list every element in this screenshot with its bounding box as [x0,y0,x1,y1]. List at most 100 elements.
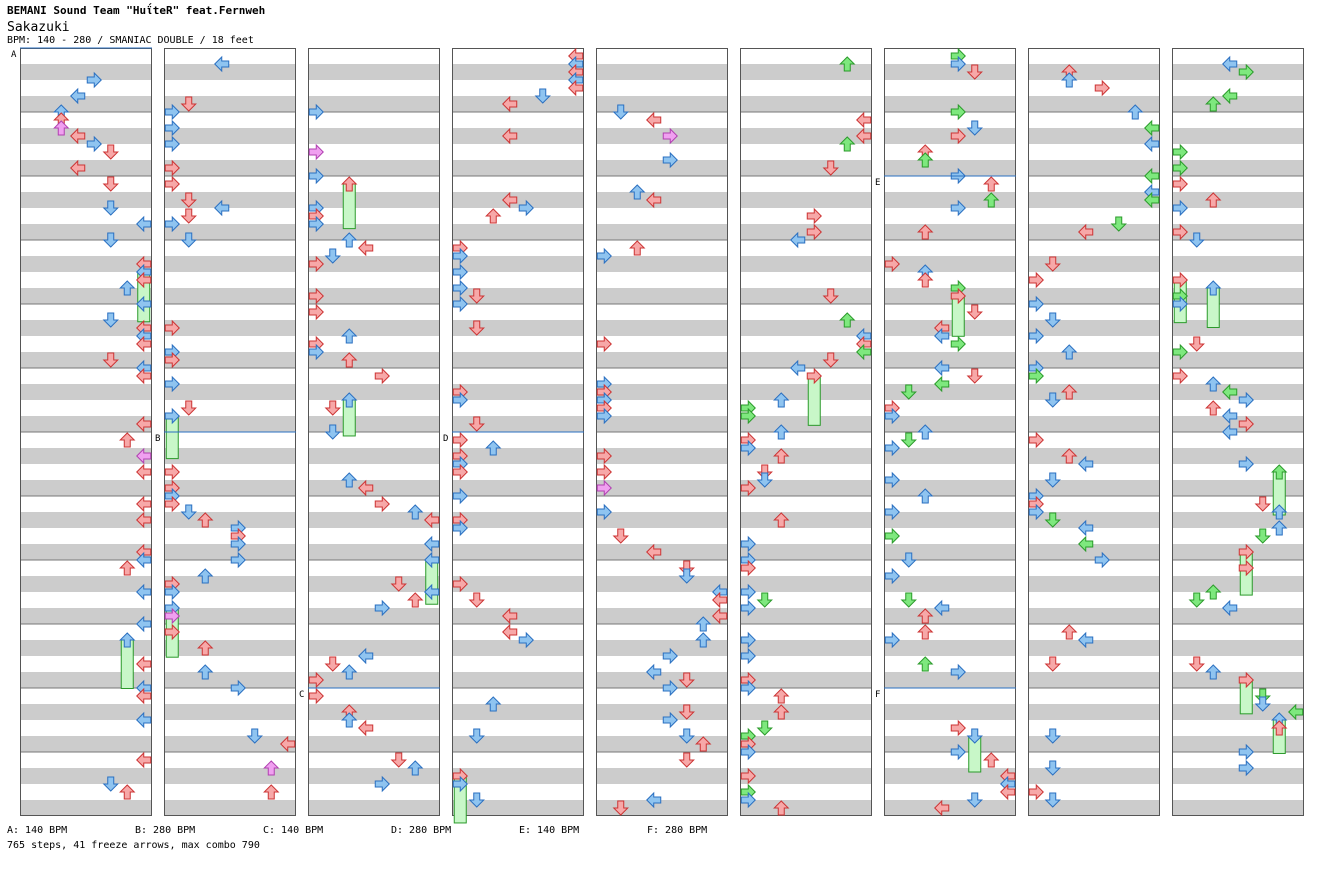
beat-stripe [740,704,872,720]
beat-stripe [308,512,440,528]
step-arrow [119,432,136,448]
step-arrow [197,640,214,656]
step-arrow [452,775,468,793]
step-arrow [308,255,324,273]
step-arrow [341,328,358,344]
step-arrow [280,735,296,753]
beat-stripe [308,96,440,112]
beat-stripe [1028,448,1160,464]
beat-stripe [1172,736,1304,752]
step-arrow [695,616,712,632]
beat-stripe [1172,320,1304,336]
step-arrow [773,800,790,816]
step-arrow [966,368,983,384]
step-arrow [308,343,324,361]
beat-stripe [596,192,728,208]
beat-stripe [884,576,1016,592]
step-arrow [341,712,358,728]
step-arrow [900,552,917,568]
chart-column-6 [740,48,872,816]
step-arrow [485,208,502,224]
step-arrow [568,79,584,97]
step-arrow [806,367,822,385]
step-arrow [136,463,152,481]
step-arrow [230,551,246,569]
beat-stripe [164,416,296,432]
step-arrow [1222,407,1238,425]
step-arrow [1288,703,1304,721]
step-arrow [119,560,136,576]
step-arrow [324,424,341,440]
beat-stripe [1028,96,1160,112]
beat-stripe [20,608,152,624]
step-arrow [341,232,358,248]
beat-stripe [740,64,872,80]
chart-notes [53,47,1304,824]
beat-stripe [164,384,296,400]
step-arrow [1188,232,1205,248]
step-arrow [214,55,230,73]
beat-stripe [1028,736,1160,752]
step-arrow [1205,400,1222,416]
step-arrow [136,655,152,673]
beat-stripe [596,384,728,400]
beat-stripe [884,384,1016,400]
step-arrow [1044,512,1061,528]
step-arrow [374,367,390,385]
beat-stripe [740,128,872,144]
step-arrow [102,232,119,248]
beat-stripe [1028,512,1160,528]
beat-stripe [20,288,152,304]
beat-stripe [1172,768,1304,784]
step-arrow [900,384,917,400]
beat-stripe [1172,576,1304,592]
step-arrow [966,792,983,808]
beat-stripe [740,672,872,688]
step-arrow [756,472,773,488]
step-arrow [502,623,518,641]
beat-stripe [884,800,1016,816]
step-arrow [1238,543,1254,561]
step-arrow [839,136,856,152]
beat-stripe [884,672,1016,688]
step-arrow [1238,759,1254,777]
beat-stripe [1028,640,1160,656]
beat-stripe [308,160,440,176]
step-arrow [119,280,136,296]
step-arrow [1271,520,1288,536]
step-arrow [197,568,214,584]
beat-stripe [308,320,440,336]
beat-stripe [452,320,584,336]
beat-stripe [452,352,584,368]
step-arrow [164,175,180,193]
step-arrow [773,424,790,440]
beat-stripe [740,480,872,496]
beat-stripe [740,608,872,624]
step-arrow [164,583,180,601]
beat-stripe [596,768,728,784]
beat-stripe [452,192,584,208]
step-arrow [1144,119,1160,137]
step-arrow [917,608,934,624]
beat-stripe [884,736,1016,752]
step-arrow [856,343,872,361]
step-arrow [1222,599,1238,617]
step-arrow [884,407,900,425]
beat-stripe [452,384,584,400]
step-arrow [1061,72,1078,88]
beat-stripe [308,64,440,80]
beat-stripe [884,512,1016,528]
bpm-legend-f: F: 280 BPM [647,825,708,836]
beat-stripe [1172,448,1304,464]
step-arrow [136,615,152,633]
beat-stripe [1172,416,1304,432]
step-arrow [1000,783,1016,801]
beat-stripe [308,416,440,432]
beat-stripe [1172,256,1304,272]
beat-stripe [452,160,584,176]
step-arrow [1044,728,1061,744]
step-arrow [934,359,950,377]
beat-stripe [740,640,872,656]
step-arrow [136,447,152,465]
step-arrow [424,583,440,601]
